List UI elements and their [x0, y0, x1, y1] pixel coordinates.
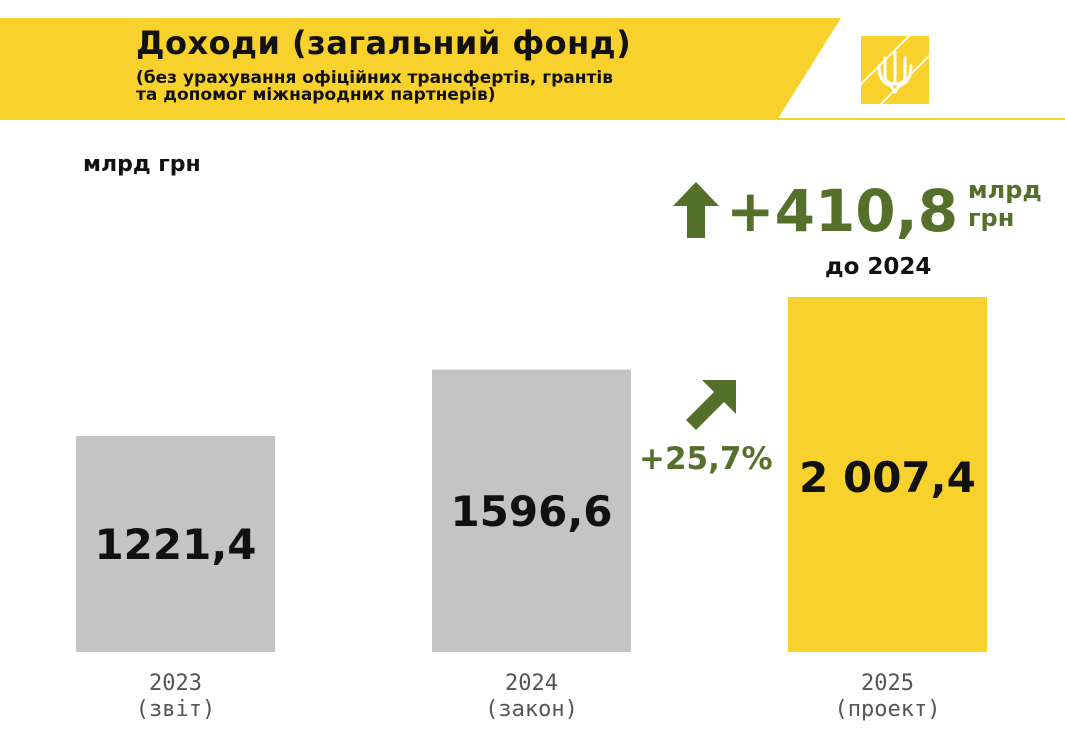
delta-reference: до 2024: [825, 254, 932, 280]
bar-2024: [432, 369, 631, 652]
header-yellow-shape: [0, 18, 841, 120]
bar-value-label: 1221,4: [94, 520, 256, 569]
x-tick-note: (звіт): [136, 697, 215, 722]
x-tick-label: 2025: [861, 671, 914, 696]
subtitle-line-2: та допомог міжнародних партнерів): [136, 85, 496, 105]
x-tick-label: 2023: [149, 671, 202, 696]
x-tick-note: (закон): [485, 697, 578, 722]
unit-label: млрд грн: [83, 152, 201, 177]
arrow-up-icon: [673, 182, 719, 238]
header-band: [0, 18, 1065, 120]
bar-2025: [788, 297, 987, 652]
x-tick-note: (проект): [835, 697, 941, 722]
subtitle-line-1: (без урахування офіційних трансфертів, г…: [136, 68, 613, 88]
bar-value-label: 2 007,4: [799, 453, 976, 502]
x-tick-label: 2024: [505, 671, 558, 696]
page-title: Доходи (загальний фонд): [136, 24, 632, 62]
bar-2023: [76, 436, 275, 652]
arrow-up-right-icon: [686, 380, 736, 430]
trident-emblem-icon: [858, 33, 932, 107]
bar-value-label: 1596,6: [450, 487, 612, 536]
delta-value: +410,8: [726, 177, 959, 245]
page-subtitle: (без урахування офіційних трансфертів, г…: [136, 70, 776, 104]
growth-percent: +25,7%: [639, 441, 773, 477]
delta-unit: млрд грн: [968, 176, 1042, 232]
